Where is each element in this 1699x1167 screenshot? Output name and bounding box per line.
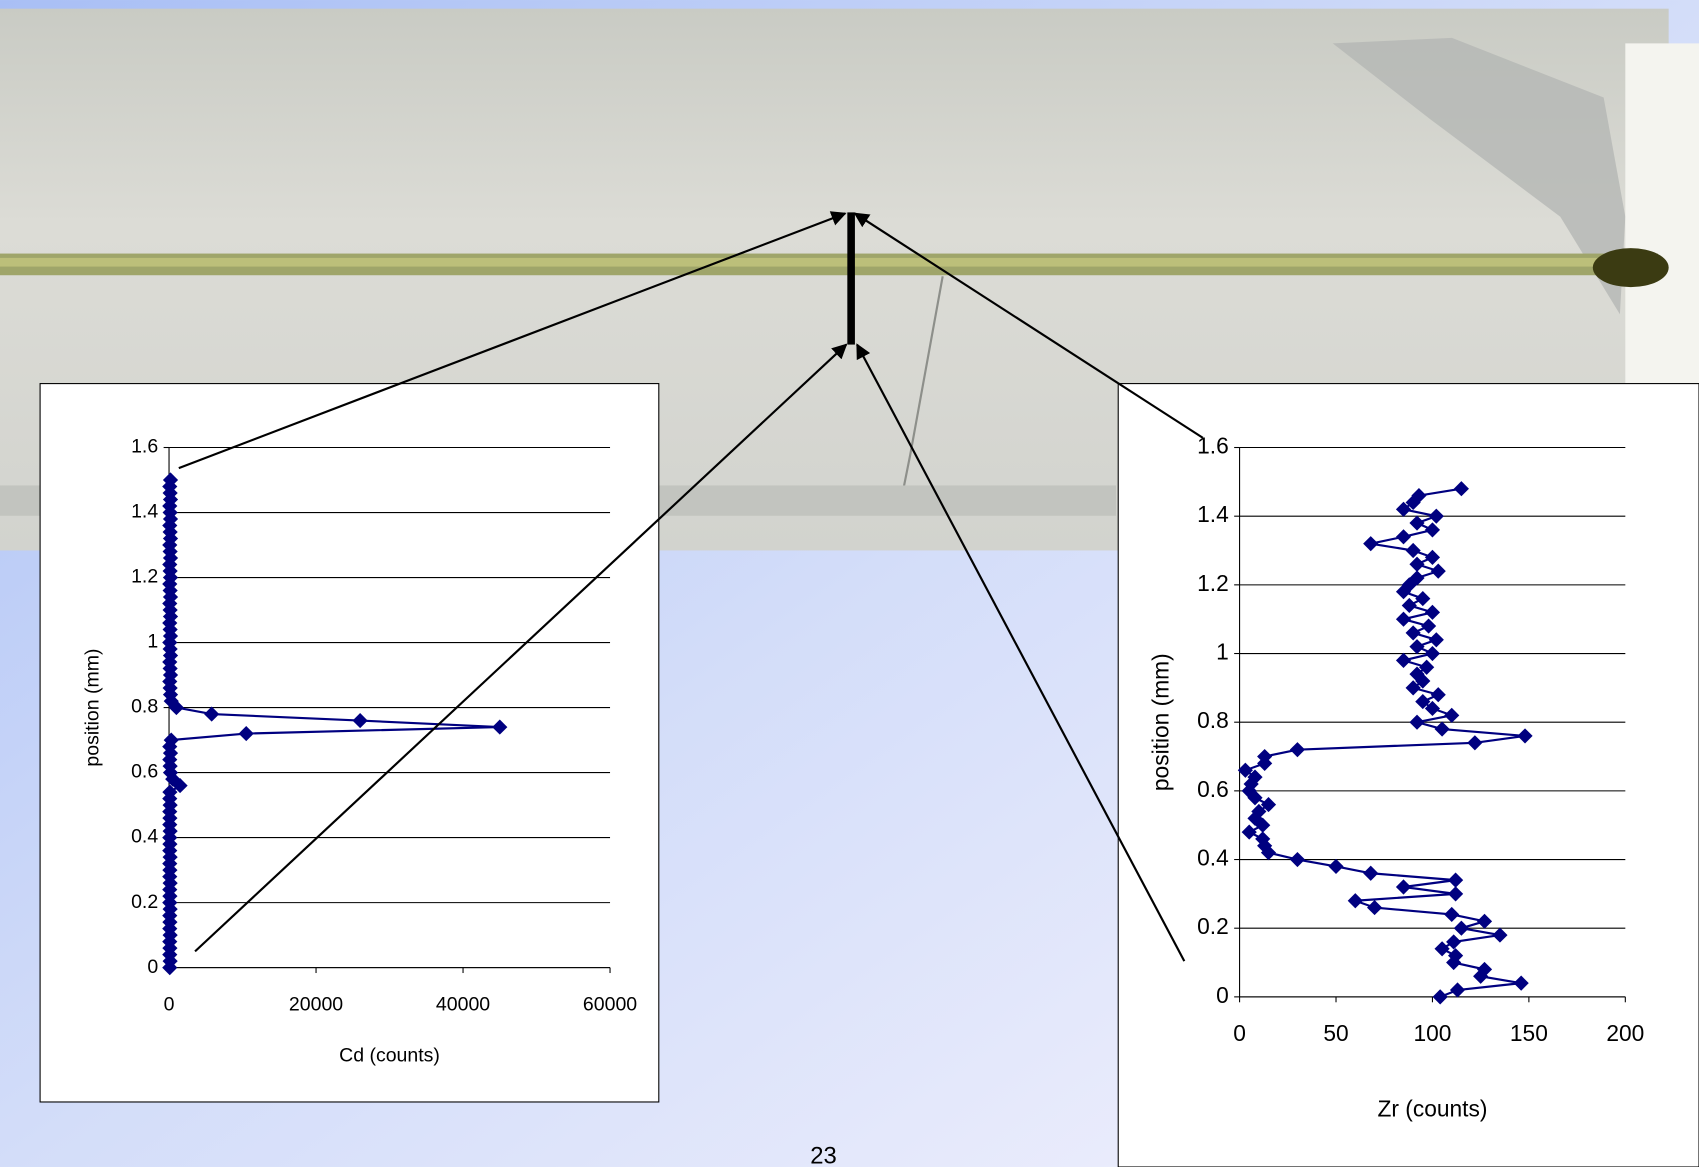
page-number: 23 [810, 1143, 837, 1167]
x-tick-label: 200 [1606, 1020, 1644, 1046]
y-tick-label: 0 [1216, 982, 1229, 1008]
x-tick-label: 60000 [583, 994, 637, 1016]
y-axis-title: position (mm) [81, 649, 103, 767]
y-tick-label: 1.6 [131, 436, 158, 458]
y-axis-title: position (mm) [1148, 653, 1174, 791]
x-tick-label: 150 [1510, 1020, 1548, 1046]
slide: 00.20.40.60.811.21.41.60200004000060000C… [0, 0, 1699, 1167]
y-tick-label: 1.4 [131, 501, 158, 523]
y-tick-label: 0 [147, 956, 158, 978]
y-tick-label: 1 [1216, 639, 1229, 665]
y-tick-label: 0.2 [1197, 913, 1229, 939]
y-tick-label: 0.4 [131, 826, 158, 848]
y-tick-label: 1.4 [1197, 501, 1229, 527]
y-tick-label: 0.6 [131, 761, 158, 783]
y-tick-label: 0.4 [1197, 845, 1229, 871]
y-tick-label: 0.8 [1197, 707, 1229, 733]
x-axis-title: Cd (counts) [339, 1045, 440, 1067]
x-tick-label: 40000 [436, 994, 490, 1016]
x-tick-label: 50 [1323, 1020, 1348, 1046]
x-tick-label: 0 [1233, 1020, 1246, 1046]
chart-box [40, 384, 659, 1102]
y-tick-label: 0.6 [1197, 776, 1229, 802]
y-tick-label: 1 [147, 631, 158, 653]
x-axis-title: Zr (counts) [1377, 1096, 1487, 1122]
y-tick-label: 1.2 [131, 566, 158, 588]
y-tick-label: 1.2 [1197, 570, 1229, 596]
x-tick-label: 100 [1413, 1020, 1451, 1046]
y-tick-label: 0.2 [131, 891, 158, 913]
x-tick-label: 0 [164, 994, 175, 1016]
x-tick-label: 20000 [289, 994, 343, 1016]
y-tick-label: 0.8 [131, 696, 158, 718]
